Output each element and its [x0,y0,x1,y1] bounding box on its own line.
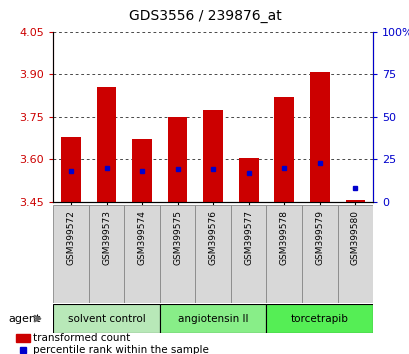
Bar [301,205,337,303]
Text: GSM399580: GSM399580 [350,210,359,265]
Bar [61,137,81,202]
Bar [124,205,160,303]
Bar [266,304,372,333]
Text: GSM399577: GSM399577 [244,210,253,265]
Text: GSM399572: GSM399572 [66,210,75,265]
Bar [230,205,266,303]
Bar [238,158,258,202]
Text: GDS3556 / 239876_at: GDS3556 / 239876_at [128,9,281,23]
Bar [266,205,301,303]
Bar [132,139,151,202]
Text: GSM399574: GSM399574 [137,210,146,265]
Bar [53,304,160,333]
Bar [203,110,222,202]
Text: GSM399575: GSM399575 [173,210,182,265]
Text: solvent control: solvent control [67,314,145,324]
Text: GSM399578: GSM399578 [279,210,288,265]
Text: GSM399573: GSM399573 [102,210,111,265]
Text: torcetrapib: torcetrapib [290,314,348,324]
Bar [345,200,364,202]
Text: angiotensin II: angiotensin II [178,314,248,324]
Bar [160,205,195,303]
Text: GSM399579: GSM399579 [315,210,324,265]
Bar [160,304,266,333]
Bar [195,205,230,303]
Bar [16,334,29,342]
Text: agent: agent [8,314,40,324]
Text: percentile rank within the sample: percentile rank within the sample [34,345,209,354]
Bar [337,205,372,303]
Text: transformed count: transformed count [34,333,130,343]
Bar [97,87,116,202]
Bar [274,97,293,202]
Bar [309,72,329,202]
Bar [168,117,187,202]
Bar [53,205,89,303]
Bar [89,205,124,303]
Text: GSM399576: GSM399576 [208,210,217,265]
